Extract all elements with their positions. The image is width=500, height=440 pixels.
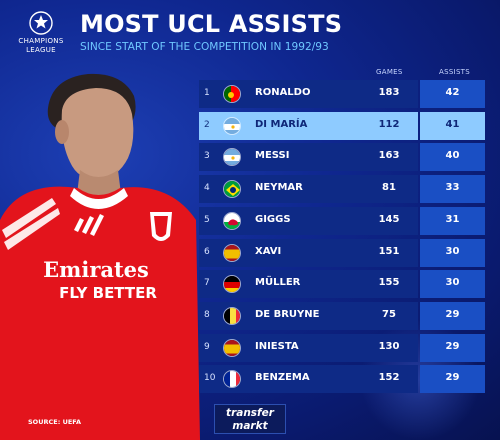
table-row: 2 DI MARÍA 112 41 <box>199 111 485 140</box>
player-cell: 1 RONALDO 183 <box>199 80 418 108</box>
rank-number: 2 <box>204 119 210 130</box>
logo-text-line2: LEAGUE <box>26 46 56 54</box>
assists-cell: 29 <box>420 365 485 394</box>
table-row: 9 INIESTA 130 29 <box>199 333 485 362</box>
sponsor-text: Emirates <box>43 257 149 282</box>
table-row: 8 DE BRUYNE 75 29 <box>199 301 485 330</box>
page-title: MOST UCL ASSISTS <box>80 10 343 38</box>
player-name: GIGGS <box>255 213 291 225</box>
rank-number: 4 <box>204 183 210 194</box>
assists-cell: 40 <box>420 143 485 172</box>
assists-value: 29 <box>445 340 460 352</box>
rank-number: 9 <box>204 341 210 352</box>
transfermarkt-logo: transfer markt <box>214 404 286 434</box>
germany-flag-icon <box>223 275 241 294</box>
brazil-flag-icon <box>223 180 241 199</box>
assists-cell: 29 <box>420 301 485 330</box>
rank-number: 10 <box>204 373 216 384</box>
games-value: 151 <box>378 245 400 257</box>
assists-cell: 41 <box>420 111 485 140</box>
assists-value: 30 <box>445 245 460 257</box>
assists-value: 42 <box>445 87 460 98</box>
player-cell: 8 DE BRUYNE 75 <box>199 301 418 330</box>
player-name: MESSI <box>255 150 290 162</box>
assists-cell: 30 <box>420 238 485 267</box>
rank-number: 3 <box>204 151 210 162</box>
argentina-flag-icon <box>223 148 241 167</box>
brand-line1: transfer <box>226 407 274 419</box>
player-name: INIESTA <box>255 340 299 352</box>
rank-number: 7 <box>204 278 210 289</box>
starball-icon <box>29 11 53 35</box>
table-row: 5 GIGGS 145 31 <box>199 206 485 235</box>
spain-flag-icon <box>223 243 241 262</box>
player-name: RONALDO <box>255 87 311 98</box>
portugal-flag-icon <box>223 85 241 103</box>
club-crest-icon <box>150 212 172 241</box>
player-name: DE BRUYNE <box>255 308 320 320</box>
logo-text-line1: CHAMPIONS <box>18 37 64 45</box>
champions-league-logo: CHAMPIONS LEAGUE <box>12 10 70 54</box>
belgium-flag-icon <box>223 306 241 325</box>
player-name: DI MARÍA <box>255 118 308 130</box>
spain-flag-icon <box>223 338 241 357</box>
assists-cell: 31 <box>420 206 485 235</box>
assists-value: 40 <box>445 150 460 162</box>
player-photo: Emirates FLY BETTER <box>0 73 200 440</box>
source-note: SOURCE: UEFA <box>28 418 82 426</box>
assists-cell: 42 <box>420 80 485 108</box>
player-cell: 9 INIESTA 130 <box>199 333 418 362</box>
assists-column-header: ASSISTS <box>439 68 471 76</box>
player-cell: 4 NEYMAR 81 <box>199 175 418 204</box>
assists-value: 41 <box>445 118 460 130</box>
games-value: 81 <box>382 182 396 194</box>
rank-number: 8 <box>204 309 210 320</box>
player-cell: 3 MESSI 163 <box>199 143 418 172</box>
games-value: 75 <box>382 308 396 320</box>
sponsor-slogan: FLY BETTER <box>59 284 157 302</box>
assists-value: 33 <box>445 182 460 194</box>
assists-value: 31 <box>445 213 460 225</box>
table-row: 1 RONALDO 183 42 <box>199 80 485 108</box>
rank-number: 5 <box>204 214 210 225</box>
argentina-flag-icon <box>223 116 241 135</box>
wales-flag-icon <box>223 211 241 230</box>
player-cell: 2 DI MARÍA 112 <box>199 111 418 140</box>
games-value: 145 <box>378 213 400 225</box>
assists-value: 29 <box>445 308 460 320</box>
player-name: MÜLLER <box>255 277 301 289</box>
rank-number: 1 <box>204 88 210 98</box>
player-cell: 10 BENZEMA 152 <box>199 365 418 394</box>
table-row: 4 NEYMAR 81 33 <box>199 175 485 204</box>
games-value: 183 <box>378 87 400 98</box>
table-row: 6 XAVI 151 30 <box>199 238 485 267</box>
rank-number: 6 <box>204 246 210 257</box>
player-name: NEYMAR <box>255 182 303 194</box>
assists-cell: 30 <box>420 270 485 299</box>
assists-value: 29 <box>445 372 460 384</box>
games-value: 112 <box>378 118 400 130</box>
player-name: BENZEMA <box>255 372 310 384</box>
player-name: XAVI <box>255 245 282 257</box>
player-cell: 6 XAVI 151 <box>199 238 418 267</box>
assists-value: 30 <box>445 277 460 289</box>
games-value: 155 <box>378 277 400 289</box>
player-cell: 5 GIGGS 145 <box>199 206 418 235</box>
games-value: 152 <box>378 372 400 384</box>
games-column-header: GAMES <box>376 68 403 76</box>
assists-cell: 33 <box>420 175 485 204</box>
table-row: 7 MÜLLER 155 30 <box>199 270 485 299</box>
france-flag-icon <box>223 370 241 389</box>
games-value: 163 <box>378 150 400 162</box>
table-row: 10 BENZEMA 152 29 <box>199 365 485 394</box>
games-value: 130 <box>378 340 400 352</box>
page-subtitle: SINCE START OF THE COMPETITION IN 1992/9… <box>80 41 329 53</box>
brand-line2: markt <box>232 420 268 432</box>
player-cell: 7 MÜLLER 155 <box>199 270 418 299</box>
table-row: 3 MESSI 163 40 <box>199 143 485 172</box>
assists-cell: 29 <box>420 333 485 362</box>
